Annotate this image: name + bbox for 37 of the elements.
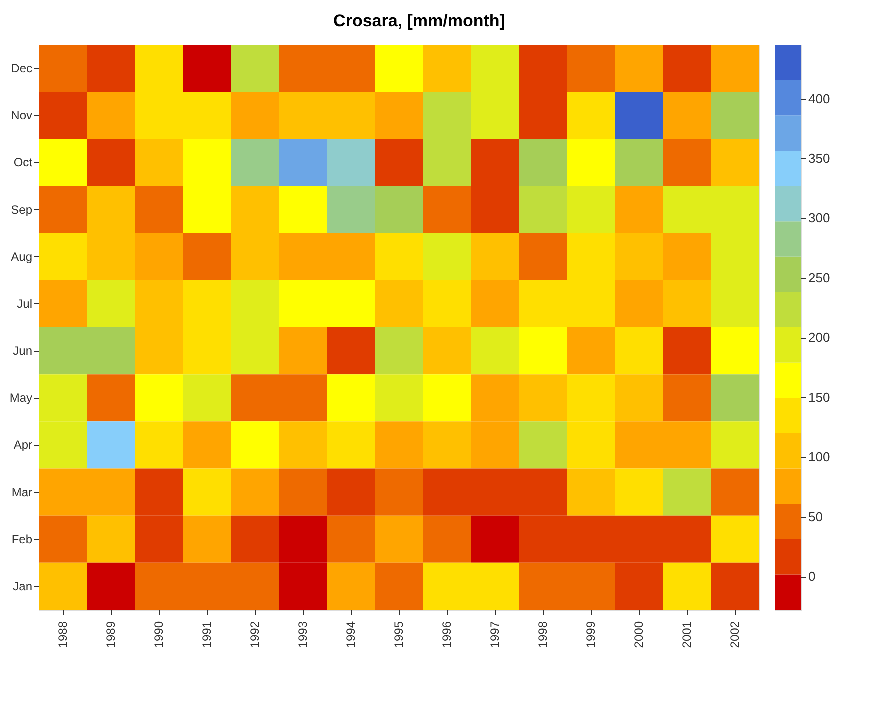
y-tick-label: Jan — [13, 579, 32, 594]
x-tick-label: 2002 — [728, 621, 742, 648]
color-bar-label: 250 — [808, 270, 830, 286]
x-tick-label: 1999 — [584, 621, 598, 648]
color-bar-label: 100 — [808, 450, 830, 465]
color-bar-label: 200 — [808, 330, 830, 346]
x-tick-label: 1991 — [200, 621, 214, 648]
x-tick-label: 1990 — [152, 621, 166, 648]
y-tick-label: Jun — [13, 344, 32, 358]
x-tick-label: 1997 — [488, 621, 502, 648]
x-tick-label: 1993 — [296, 621, 310, 648]
color-bar-label: 400 — [808, 91, 830, 106]
x-tick-label: 1996 — [440, 621, 454, 648]
y-tick-label: Mar — [12, 485, 32, 500]
x-tick-label: 1992 — [248, 621, 262, 648]
color-bar-label: 300 — [808, 210, 830, 226]
y-tick-label: Dec — [11, 62, 32, 76]
y-tick-label: Sep — [11, 202, 33, 217]
x-tick-label: 2001 — [680, 621, 694, 648]
x-tick-label: 1988 — [56, 621, 70, 648]
y-tick-label: Oct — [14, 156, 34, 170]
y-tick-label: Feb — [12, 532, 33, 546]
x-tick-label: 1989 — [104, 621, 118, 648]
y-tick-label: Aug — [11, 250, 32, 264]
color-bar-label: 50 — [808, 509, 823, 524]
y-tick-label: May — [10, 391, 32, 406]
x-tick-label: 1998 — [536, 621, 550, 648]
x-tick-label: 1995 — [392, 621, 406, 648]
x-tick-label: 2000 — [632, 621, 646, 648]
color-bar-label: 0 — [808, 569, 816, 584]
x-tick-label: 1994 — [344, 621, 358, 648]
color-bar-label: 150 — [808, 390, 830, 405]
y-tick-label: Nov — [11, 108, 32, 123]
y-tick-label: Apr — [14, 438, 32, 452]
color-bar-label: 350 — [808, 150, 830, 166]
chart-title: Crosara, [mm/month] — [334, 12, 506, 30]
y-tick-label: Jul — [17, 296, 32, 311]
